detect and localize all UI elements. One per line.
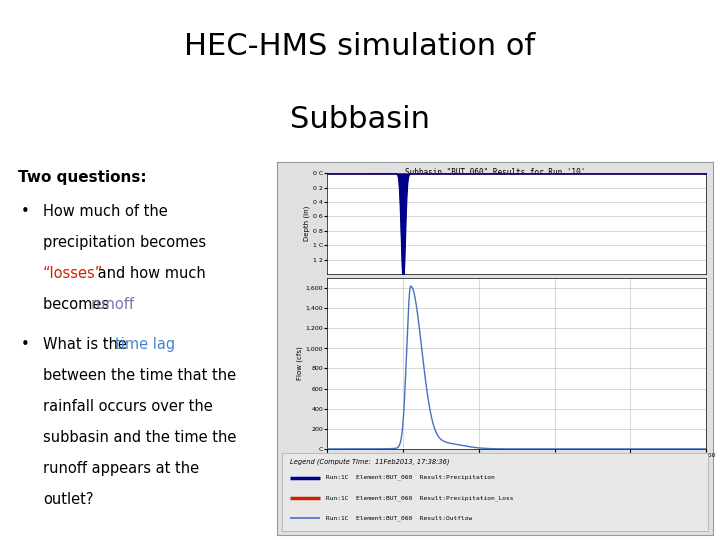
Text: Two questions:: Two questions: xyxy=(18,170,147,185)
Text: •: • xyxy=(21,337,30,352)
Text: Run:1C  Element:BUT_060  Result:Outflow: Run:1C Element:BUT_060 Result:Outflow xyxy=(326,516,472,521)
Text: Subbasin "BUT_060" Results for Run '10': Subbasin "BUT_060" Results for Run '10' xyxy=(405,167,585,177)
Text: between the time that the: between the time that the xyxy=(42,368,236,383)
Text: HEC-HMS simulation of: HEC-HMS simulation of xyxy=(184,32,536,62)
Text: What is the: What is the xyxy=(42,337,131,352)
Text: Subbasin: Subbasin xyxy=(290,105,430,134)
Text: •: • xyxy=(21,204,30,219)
Y-axis label: Flow (cfs): Flow (cfs) xyxy=(296,347,302,380)
Text: outlet?: outlet? xyxy=(42,492,94,507)
Y-axis label: Depth (in): Depth (in) xyxy=(304,206,310,241)
Text: time lag: time lag xyxy=(115,337,176,352)
Text: and how much: and how much xyxy=(94,266,206,281)
Text: rainfall occurs over the: rainfall occurs over the xyxy=(42,399,212,414)
Text: Run:1C  Element:BUT_060  Result:Precipitation: Run:1C Element:BUT_060 Result:Precipitat… xyxy=(326,475,495,481)
Text: 03Jan2000: 03Jan2000 xyxy=(643,480,676,485)
Text: becomes: becomes xyxy=(42,296,114,312)
Text: 02Jan2000: 02Jan2000 xyxy=(492,480,525,485)
Text: subbasin and the time the: subbasin and the time the xyxy=(42,430,236,445)
Text: precipitation becomes: precipitation becomes xyxy=(42,235,206,249)
Text: runoff: runoff xyxy=(91,296,135,312)
Text: 01Jan2000: 01Jan2000 xyxy=(340,480,373,485)
Text: Run:1C  Element:BUT_060  Result:Precipitation_Loss: Run:1C Element:BUT_060 Result:Precipitat… xyxy=(326,495,514,501)
Text: Legend (Compute Time:  11Feb2013, 17:38:36): Legend (Compute Time: 11Feb2013, 17:38:3… xyxy=(290,458,449,465)
Text: How much of the: How much of the xyxy=(42,204,168,219)
Text: runoff appears at the: runoff appears at the xyxy=(42,461,199,476)
Text: “losses”: “losses” xyxy=(42,266,103,281)
